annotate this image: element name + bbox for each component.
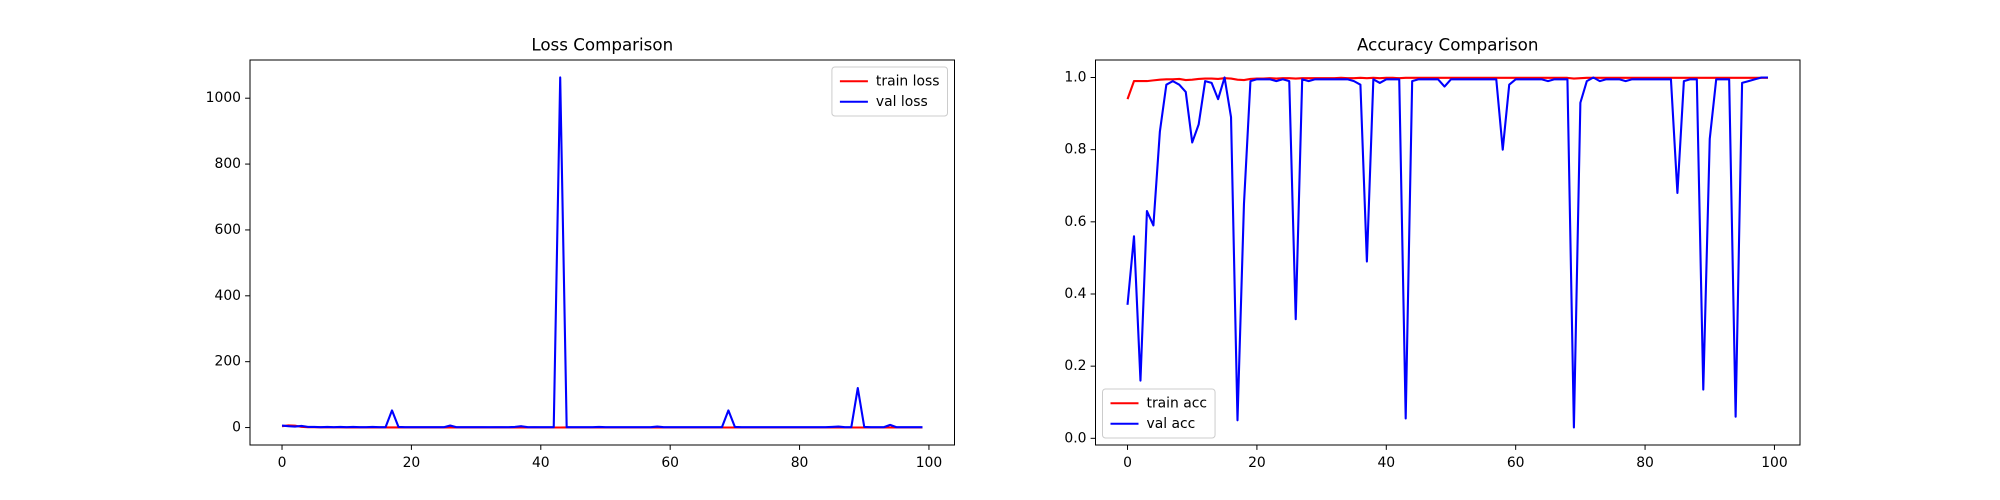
y-tick-label: 200 bbox=[214, 354, 241, 370]
x-tick-label: 0 bbox=[278, 455, 287, 471]
legend-label: val acc bbox=[1147, 416, 1196, 432]
x-tick-label: 40 bbox=[532, 455, 550, 471]
x-tick-label: 60 bbox=[1507, 455, 1525, 471]
chart: Accuracy Comparison 0 20 40 60 80 100 0.0 0.2 0.4… bbox=[1064, 35, 1801, 471]
legend-label: train acc bbox=[1147, 395, 1208, 411]
chart-title: Accuracy Comparison bbox=[1357, 35, 1538, 55]
y-tick-label: 0.6 bbox=[1064, 214, 1086, 230]
y-tick-label: 0.4 bbox=[1064, 286, 1086, 302]
legend: train acc val acc bbox=[1102, 388, 1216, 439]
y-tick-label: 1000 bbox=[206, 90, 241, 106]
x-tick-label: 100 bbox=[1761, 455, 1788, 471]
axes-frame bbox=[1095, 59, 1801, 446]
x-tick-label: 60 bbox=[661, 455, 679, 471]
y-tick-label: 800 bbox=[214, 156, 241, 172]
axes-frame bbox=[249, 59, 955, 446]
y-tick-label: 0.8 bbox=[1064, 142, 1086, 158]
legend-label: train loss bbox=[876, 73, 940, 89]
x-tick-label: 80 bbox=[1636, 455, 1654, 471]
legend-box bbox=[831, 66, 948, 117]
y-tick-label: 0.2 bbox=[1064, 358, 1086, 374]
y-tick-label: 0.0 bbox=[1064, 430, 1086, 446]
legend: train loss val loss bbox=[831, 66, 948, 117]
y-tick-label: 600 bbox=[214, 222, 241, 238]
x-tick-label: 80 bbox=[791, 455, 809, 471]
x-tick-label: 0 bbox=[1123, 455, 1132, 471]
y-tick-label: 1.0 bbox=[1064, 70, 1086, 86]
x-tick-label: 20 bbox=[1248, 455, 1266, 471]
x-tick-label: 100 bbox=[916, 455, 943, 471]
legend-label: val loss bbox=[876, 94, 928, 110]
chart-title: Loss Comparison bbox=[531, 35, 673, 55]
series-line bbox=[281, 76, 923, 429]
x-tick-label: 20 bbox=[403, 455, 421, 471]
y-tick-label: 400 bbox=[214, 288, 241, 304]
legend-box bbox=[1102, 388, 1216, 439]
series-line bbox=[1126, 76, 1768, 100]
series-line bbox=[1126, 76, 1768, 429]
x-tick-label: 40 bbox=[1377, 455, 1395, 471]
y-tick-label: 0 bbox=[232, 420, 241, 436]
